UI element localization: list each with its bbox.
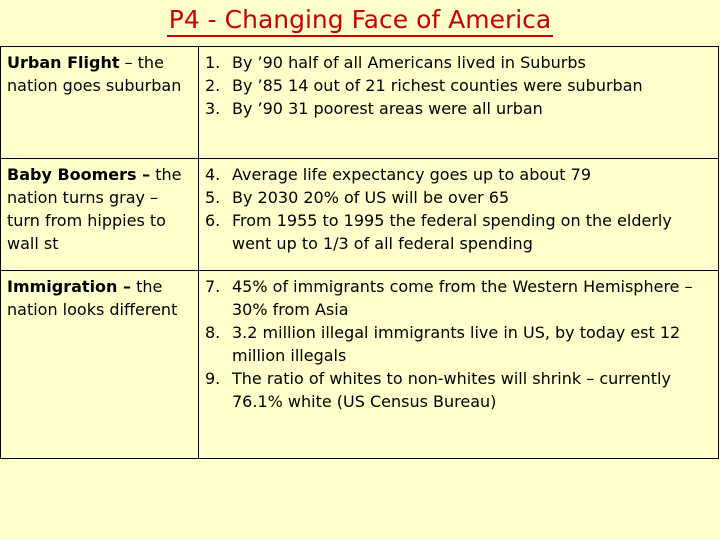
point-number: 1. — [205, 53, 221, 72]
point-number: 5. — [205, 188, 221, 207]
point-number: 3. — [205, 99, 221, 118]
list-item: 6. From 1955 to 1995 the federal spending… — [205, 209, 712, 255]
table-row: Baby Boomers – the nation turns gray – t… — [0, 158, 719, 271]
list-item: 7. 45% of immigrants come from the Wester… — [205, 275, 712, 321]
topic-heading: Baby Boomers – — [7, 165, 151, 184]
topic-description: – the nation goes suburban — [7, 53, 182, 95]
list-item: 4. Average life expectancy goes up to abo… — [205, 163, 712, 186]
point-text: The ratio of whites to non-whites will s… — [232, 369, 671, 411]
points-cell: 4. Average life expectancy goes up to abo… — [198, 158, 719, 271]
topic-cell: Immigration – the nation looks different — [0, 270, 199, 459]
points-cell: 7. 45% of immigrants come from the Wester… — [198, 270, 719, 459]
points-list: 7. 45% of immigrants come from the Wester… — [205, 275, 712, 413]
point-text: By ’85 14 out of 21 richest counties wer… — [232, 76, 643, 95]
point-text: By ’90 31 poorest areas were all urban — [232, 99, 543, 118]
point-number: 4. — [205, 165, 221, 184]
point-text: Average life expectancy goes up to about… — [232, 165, 591, 184]
point-text: By ’90 half of all Americans lived in Su… — [232, 53, 586, 72]
point-number: 8. — [205, 323, 221, 342]
table-row: Urban Flight – the nation goes suburban … — [0, 46, 719, 159]
slide-title-text: P4 - Changing Face of America — [166, 5, 554, 37]
points-cell: 1. By ’90 half of all Americans lived in … — [198, 46, 719, 159]
point-text: 45% of immigrants come from the Western … — [232, 277, 693, 319]
table-row: Immigration – the nation looks different… — [0, 270, 719, 459]
topic-description: the nation looks different — [7, 277, 178, 319]
point-text: From 1955 to 1995 the federal spending o… — [232, 211, 672, 253]
list-item: 5. By 2030 20% of US will be over 65 — [205, 186, 712, 209]
point-number: 2. — [205, 76, 221, 95]
point-number: 7. — [205, 277, 221, 296]
facts-table: Urban Flight – the nation goes suburban … — [0, 46, 719, 459]
point-number: 6. — [205, 211, 221, 230]
topic-description: the nation turns gray – turn from hippie… — [7, 165, 182, 253]
point-text: 3.2 million illegal immigrants live in U… — [232, 323, 681, 365]
point-number: 9. — [205, 369, 221, 388]
point-text: By 2030 20% of US will be over 65 — [232, 188, 510, 207]
topic-heading: Immigration – — [7, 277, 132, 296]
list-item: 8. 3.2 million illegal immigrants live in… — [205, 321, 712, 367]
points-list: 4. Average life expectancy goes up to abo… — [205, 163, 712, 255]
list-item: 3. By ’90 31 poorest areas were all urban — [205, 97, 712, 120]
topic-cell: Urban Flight – the nation goes suburban — [0, 46, 199, 159]
list-item: 1. By ’90 half of all Americans lived in … — [205, 51, 712, 74]
list-item: 9. The ratio of whites to non-whites will… — [205, 367, 712, 413]
points-list: 1. By ’90 half of all Americans lived in … — [205, 51, 712, 120]
slide-title: P4 - Changing Face of America — [0, 4, 720, 37]
list-item: 2. By ’85 14 out of 21 richest counties w… — [205, 74, 712, 97]
topic-heading: Urban Flight — [7, 53, 120, 72]
topic-cell: Baby Boomers – the nation turns gray – t… — [0, 158, 199, 271]
